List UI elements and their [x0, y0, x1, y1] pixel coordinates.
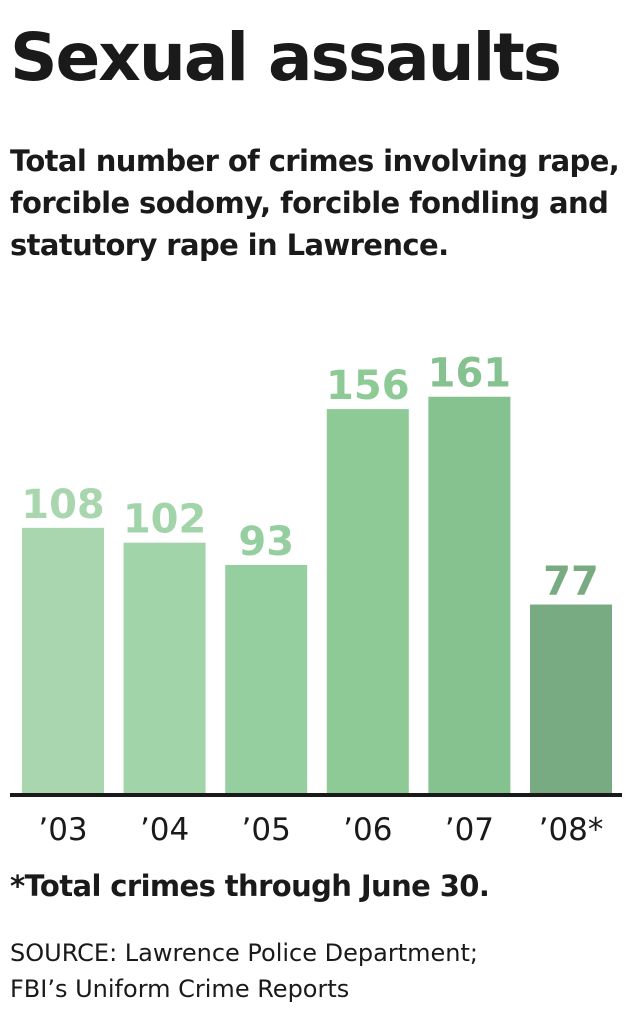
chart-title: Sexual assaults [10, 19, 562, 96]
tick-label-5: ’08* [539, 812, 604, 848]
bar-0 [22, 527, 104, 795]
tick-label-4: ’07 [445, 812, 494, 848]
footnote: *Total crimes through June 30. [10, 869, 490, 903]
bar-1 [123, 542, 206, 795]
value-label-4: 161 [428, 351, 512, 397]
tick-labels-group: ’03 ’04 ’05 ’06 ’07 ’08* [38, 812, 603, 848]
bars-group [22, 396, 612, 795]
value-label-2: 93 [238, 519, 294, 565]
value-label-5: 77 [543, 559, 599, 605]
tick-label-1: ’04 [140, 812, 189, 848]
value-label-3: 156 [326, 363, 410, 409]
chart-subtitle: Total number of crimes involving rape, f… [10, 144, 620, 262]
tick-label-3: ’06 [343, 812, 392, 848]
source-line-2: FBI’s Uniform Crime Reports [10, 975, 350, 1003]
value-label-0: 108 [21, 482, 105, 528]
tick-label-2: ’05 [242, 812, 291, 848]
value-labels-group: 108 102 93 156 161 77 [21, 351, 599, 605]
bar-5 [530, 604, 612, 795]
source-note: SOURCE: Lawrence Police Department; FBI’… [10, 935, 630, 1007]
value-label-1: 102 [123, 497, 207, 543]
bar-3 [326, 409, 409, 795]
bar-2 [225, 564, 308, 795]
bar-4 [428, 396, 511, 795]
source-line-1: SOURCE: Lawrence Police Department; [10, 939, 478, 967]
bar-chart: 108 102 93 156 161 77 ’03 ’04 ’05 ’06 ’07 ’08* [10, 351, 622, 848]
tick-label-0: ’03 [38, 812, 87, 848]
